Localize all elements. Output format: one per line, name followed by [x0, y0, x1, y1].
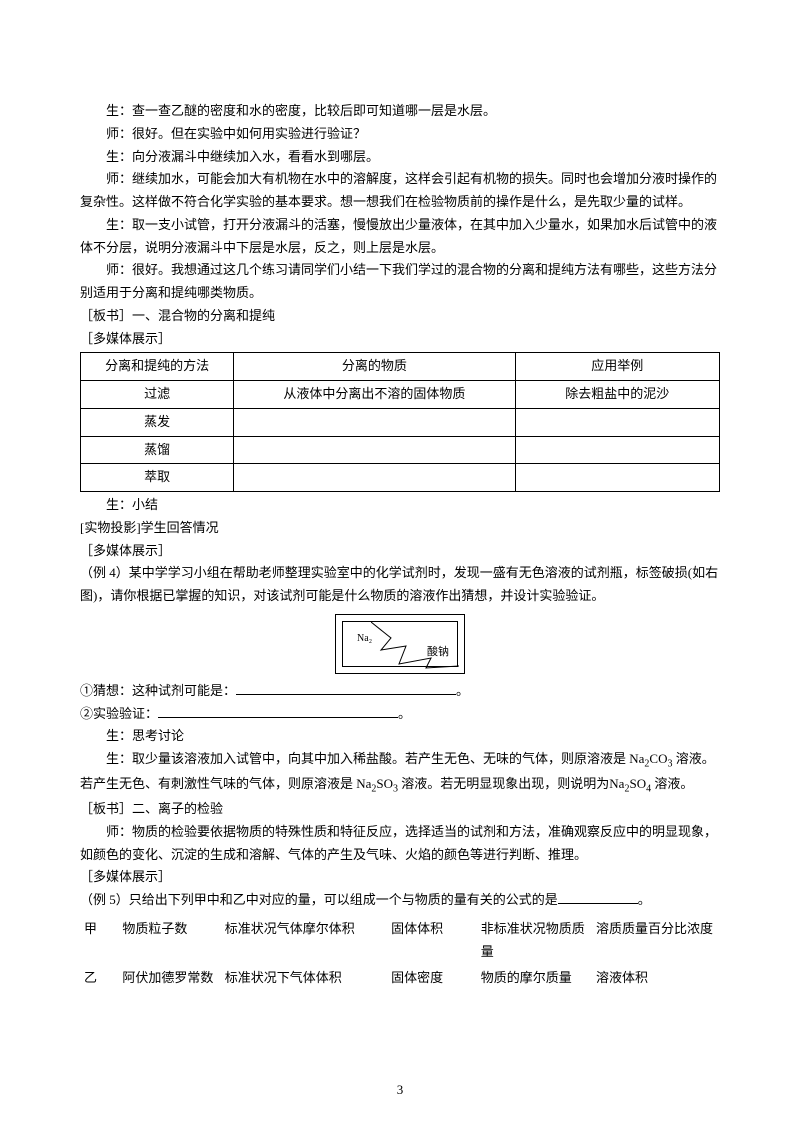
methods-table: 分离和提纯的方法 分离的物质 应用举例 过滤 从液体中分离出不溶的固体物质 除去…: [80, 352, 720, 492]
table-cell: [234, 464, 515, 492]
teacher-explain: 师：物质的检验要依据物质的特殊性质和特征反应，选择适当的试剂和方法，准确观察反应…: [80, 821, 720, 867]
table-cell: 过滤: [81, 381, 234, 409]
table-cell: 蒸馏: [81, 436, 234, 464]
table-header: 分离和提纯的方法: [81, 353, 234, 381]
fill-blank: [236, 682, 456, 695]
student-discuss: 生：思考讨论: [80, 725, 720, 748]
formula-cell: 非标准状况物质质量: [477, 916, 592, 966]
table-row: 过滤 从液体中分离出不溶的固体物质 除去粗盐中的泥沙: [81, 381, 720, 409]
text-run: SO: [376, 776, 393, 791]
table-header: 应用举例: [515, 353, 719, 381]
table-cell: [234, 408, 515, 436]
guess-label: ①猜想：这种试剂可能是：: [80, 683, 236, 698]
period: 。: [398, 706, 411, 721]
formula-cell: 标准状况气体摩尔体积: [221, 916, 387, 966]
student-answer: 生：取少量该溶液加入试管中，向其中加入稀盐酸。若产生无色、无味的气体，则原溶液是…: [80, 748, 720, 798]
question-5: （例 5）只给出下列甲中和乙中对应的量，可以组成一个与物质的量有关的公式的是 。: [80, 889, 720, 912]
formula-cell: 物质粒子数: [118, 916, 220, 966]
formula-row-yi: 乙 阿伏加德罗常数 标准状况下气体体积 固体密度 物质的摩尔质量 溶液体积: [80, 965, 720, 992]
projection-label: [实物投影]学生回答情况: [80, 517, 720, 540]
guess-blank-line: ①猜想：这种试剂可能是： 。: [80, 680, 720, 703]
formula-row-jia: 甲 物质粒子数 标准状况气体摩尔体积 固体体积 非标准状况物质质量 溶质质量百分…: [80, 916, 720, 966]
formula-cell: 溶液体积: [592, 965, 720, 992]
bottle-inner: Na₂ 酸钠: [342, 621, 458, 667]
dialogue-line: 生：取一支小试管，打开分液漏斗的活塞，慢慢放出少量液体，在其中加入少量水，如果加…: [80, 214, 720, 260]
question-4: （例 4）某中学学习小组在帮助老师整理实验室中的化学试剂时，发现一盛有无色溶液的…: [80, 562, 720, 608]
subscript: 3: [667, 759, 672, 770]
q5-text: （例 5）只给出下列甲中和乙中对应的量，可以组成一个与物质的量有关的公式的是: [80, 892, 558, 907]
board-write-heading: ［板书］一、混合物的分离和提纯: [80, 305, 720, 328]
formula-cell: 固体体积: [387, 916, 477, 966]
reagent-label-diagram: Na₂ 酸钠: [80, 614, 720, 674]
period: 。: [456, 683, 469, 698]
table-cell: [234, 436, 515, 464]
period: 。: [638, 892, 651, 907]
table-cell: 除去粗盐中的泥沙: [515, 381, 719, 409]
formula-cell: 溶质质量百分比浓度: [592, 916, 720, 966]
student-summary: 生：小结: [80, 494, 720, 517]
text-run: 溶液。: [651, 776, 693, 791]
page-number: 3: [397, 1079, 404, 1102]
bottle-outer: Na₂ 酸钠: [335, 614, 465, 674]
dialogue-line: 师：很好。但在实验中如何用实验进行验证？: [80, 123, 720, 146]
table-header: 分离的物质: [234, 353, 515, 381]
dialogue-line: 师：很好。我想通过这几个练习请同学们小结一下我们学过的混合物的分离和提纯方法有哪…: [80, 259, 720, 305]
table-cell: 蒸发: [81, 408, 234, 436]
table-row: 蒸发: [81, 408, 720, 436]
table-row: 萃取: [81, 464, 720, 492]
table-cell: 从液体中分离出不溶的固体物质: [234, 381, 515, 409]
dialogue-line: 生：向分液漏斗中继续加入水，看看水到哪层。: [80, 146, 720, 169]
formula-table: 甲 物质粒子数 标准状况气体摩尔体积 固体体积 非标准状况物质质量 溶质质量百分…: [80, 916, 720, 992]
board-write-heading-2: ［板书］二、离子的检验: [80, 798, 720, 821]
row-label: 甲: [80, 916, 118, 966]
formula-cell: 标准状况下气体体积: [221, 965, 387, 992]
table-cell: 萃取: [81, 464, 234, 492]
formula-cell: 阿伏加德罗常数: [118, 965, 220, 992]
na-formula-label: Na₂: [357, 630, 372, 648]
text-run: 溶液。若无明显现象出现，则说明为Na: [398, 776, 624, 791]
row-label: 乙: [80, 965, 118, 992]
table-cell: [515, 464, 719, 492]
verify-blank-line: ②实验验证： 。: [80, 703, 720, 726]
verify-label: ②实验验证：: [80, 706, 158, 721]
table-row: 蒸馏: [81, 436, 720, 464]
media-display-label: ［多媒体展示］: [80, 866, 720, 889]
fill-blank: [558, 903, 638, 904]
dialogue-line: 师：继续加水，可能会加大有机物在水中的溶解度，这样会引起有机物的损失。同时也会增…: [80, 168, 720, 214]
text-run: SO: [629, 776, 646, 791]
table-cell: [515, 436, 719, 464]
media-display-label: ［多媒体展示］: [80, 328, 720, 351]
formula-cell: 固体密度: [387, 965, 477, 992]
sodium-acid-label: 酸钠: [427, 643, 449, 662]
text-run: 生：取少量该溶液加入试管中，向其中加入稀盐酸。若产生无色、无味的气体，则原溶液是…: [106, 751, 644, 766]
fill-blank: [158, 705, 398, 718]
table-header-row: 分离和提纯的方法 分离的物质 应用举例: [81, 353, 720, 381]
dialogue-line: 生：查一查乙醚的密度和水的密度，比较后即可知道哪一层是水层。: [80, 100, 720, 123]
table-cell: [515, 408, 719, 436]
formula-cell: 物质的摩尔质量: [477, 965, 592, 992]
media-display-label: ［多媒体展示］: [80, 540, 720, 563]
text-run: CO: [649, 751, 667, 766]
